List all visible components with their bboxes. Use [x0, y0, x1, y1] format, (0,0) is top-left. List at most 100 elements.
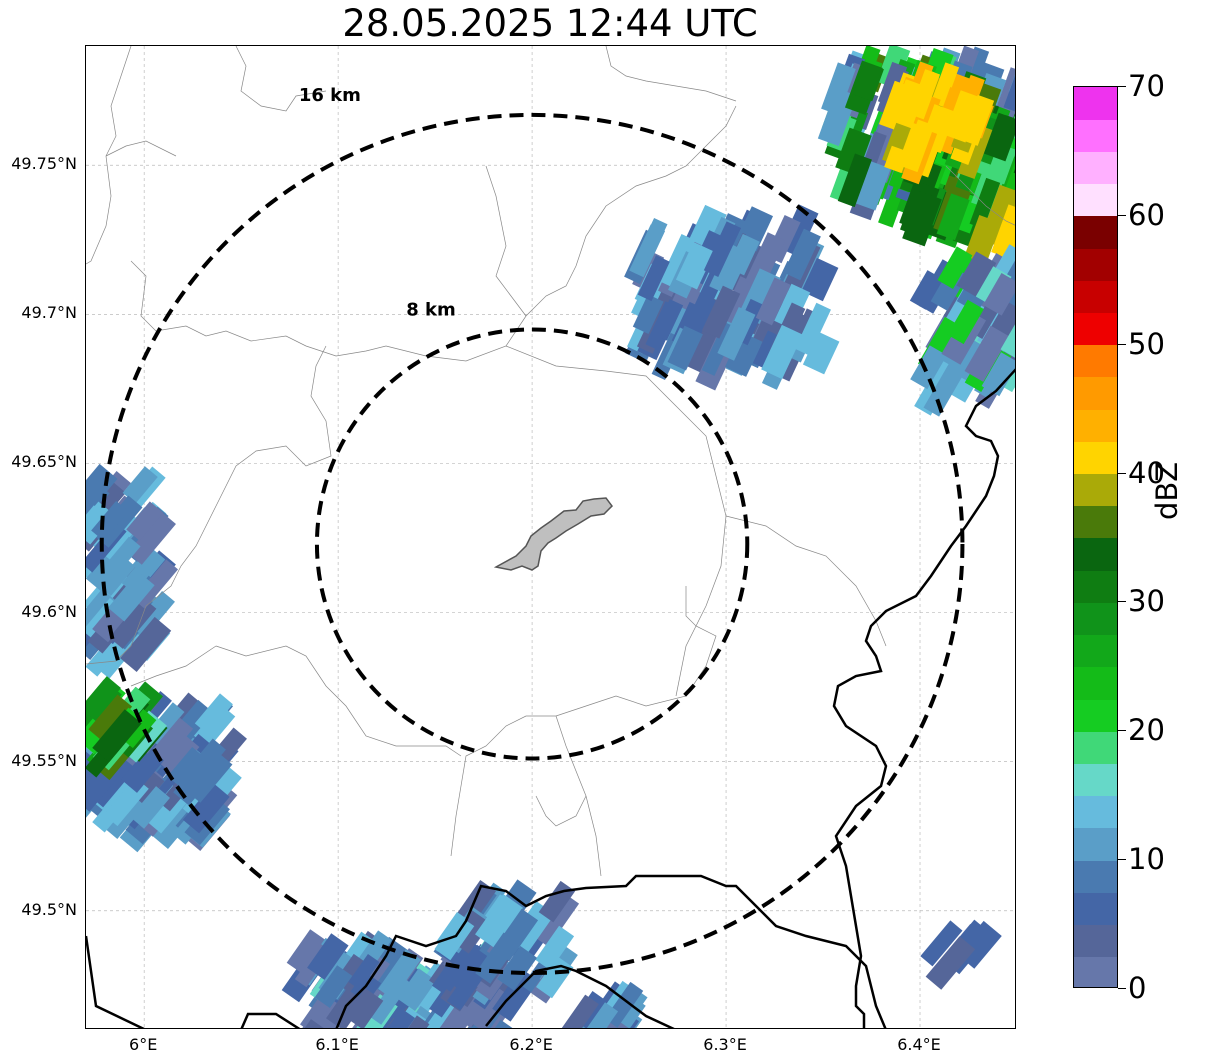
- lon-tick-label: 6°E: [129, 1035, 158, 1054]
- radar-echo-cell: [821, 62, 856, 116]
- radar-echo-cell: [925, 936, 976, 990]
- commune-boundary: [725, 515, 887, 647]
- radar-echo-cell: [88, 694, 133, 742]
- radar-echo-cell: [961, 94, 995, 146]
- radar-echo-cell: [122, 466, 158, 504]
- lat-tick-label: 49.65°N: [11, 452, 77, 472]
- colorbar-segment: [1074, 215, 1117, 249]
- radar-echo-cell: [397, 968, 437, 1012]
- colorbar-segment: [1074, 280, 1117, 313]
- commune-boundary: [585, 795, 602, 877]
- radar-echo-cell: [107, 571, 155, 622]
- colorbar-segment: [1074, 892, 1117, 926]
- colorbar-label: dBZ: [1150, 461, 1184, 520]
- radar-echo-cell: [717, 307, 756, 361]
- colorbar-tick-mark: [1118, 730, 1126, 732]
- radar-echo-cell: [160, 735, 200, 777]
- colorbar-segment: [1074, 956, 1117, 987]
- lon-tick-label: 6.2°E: [509, 1035, 553, 1054]
- radar-echo-cell: [983, 272, 1015, 316]
- commune-boundary: [130, 260, 387, 357]
- radar-echo-cell: [761, 324, 803, 380]
- commune-boundary: [235, 46, 327, 112]
- commune-boundary: [535, 715, 587, 827]
- radar-echo-cell: [902, 191, 942, 247]
- radar-echo-cell: [936, 193, 970, 241]
- radar-echo-cell: [920, 920, 963, 967]
- radar-echo-cell: [121, 751, 161, 793]
- commune-boundary: [215, 645, 462, 757]
- radar-echo-cell: [286, 929, 330, 977]
- radar-echo-cell: [535, 925, 575, 971]
- radar-echo-cell: [981, 352, 1015, 397]
- radar-echo-cell: [745, 232, 786, 289]
- radar-echo-cell: [701, 285, 741, 339]
- colorbar-segment: [1074, 699, 1117, 732]
- colorbar-tick-mark: [1118, 214, 1126, 216]
- radar-echo-cell: [582, 1000, 619, 1028]
- colorbar-tick-mark: [1118, 472, 1126, 474]
- radar-echo-cell: [989, 293, 1015, 341]
- colorbar-tick-mark: [1118, 343, 1126, 345]
- radar-echo-cell: [376, 1008, 415, 1028]
- radar-echo-cell: [120, 616, 172, 672]
- radar-echo-cell: [794, 302, 831, 356]
- range-rings: [99, 112, 965, 976]
- colorbar-tick-mark: [1118, 86, 1126, 87]
- colorbar-segment: [1074, 151, 1117, 185]
- radar-echo-cell: [86, 679, 122, 724]
- radar-echo-cell: [497, 945, 538, 991]
- gridlines: [86, 46, 1015, 1028]
- radar-echo-cell: [103, 536, 141, 577]
- colorbar-tick-label: 20: [1128, 713, 1165, 748]
- radar-echo-cell: [187, 753, 233, 803]
- colorbar-segment: [1074, 538, 1117, 571]
- colorbar-segment: [1074, 924, 1117, 958]
- radar-echo-cell: [801, 257, 839, 302]
- radar-echo-cell: [957, 123, 993, 180]
- radar-echo-cell: [92, 709, 142, 763]
- lat-tick-label: 49.7°N: [21, 303, 77, 323]
- radar-echo-cell: [193, 704, 236, 749]
- colorbar-segment: [1074, 570, 1117, 603]
- radar-echo-cell: [675, 241, 715, 290]
- radar-echo-cell: [969, 177, 1001, 229]
- radar-echo-cell: [475, 932, 519, 984]
- radar-map: 16 km 8 km: [85, 45, 1016, 1029]
- radar-echo-cell: [194, 693, 233, 735]
- radar-echo-cell: [837, 153, 872, 208]
- radar-echo-cell: [126, 501, 164, 541]
- lon-tick-label: 6.1°E: [315, 1035, 359, 1054]
- radar-echo-cell: [653, 299, 684, 341]
- radar-echo-cell: [130, 786, 170, 829]
- radar-echo-cell: [910, 345, 947, 390]
- radar-echo-cell: [909, 270, 944, 310]
- radar-echo-cell: [637, 255, 670, 302]
- colorbar-tick-label: 70: [1128, 69, 1165, 103]
- colorbar-tick-mark: [1118, 988, 1126, 989]
- radar-echo-cell: [475, 893, 523, 949]
- range-ring: [99, 112, 965, 976]
- radar-echo-cell: [638, 218, 668, 259]
- radar-echo-cell: [393, 1015, 430, 1028]
- country-border-south: [86, 874, 887, 1028]
- commune-boundary: [945, 165, 1015, 226]
- radar-echo-cell: [307, 933, 349, 980]
- commune-boundary: [485, 165, 527, 317]
- radar-echo-cell: [1003, 67, 1015, 114]
- colorbar-tick-mark: [1118, 601, 1126, 603]
- radar-echo-cell: [533, 892, 580, 947]
- radar-echo-cell: [667, 325, 703, 371]
- map-title: 28.05.2025 12:44 UTC: [342, 2, 758, 45]
- colorbar-segment: [1074, 409, 1117, 442]
- commune-boundary: [86, 345, 332, 665]
- colorbar-tick-mark: [1118, 859, 1126, 861]
- radar-echo-cell: [947, 299, 984, 345]
- lat-tick-label: 49.75°N: [11, 154, 77, 174]
- radar-echo-cell: [659, 234, 696, 288]
- radar-echo-cell: [684, 327, 719, 373]
- radar-echo-cell: [1000, 315, 1015, 360]
- radar-echo-cell: [86, 589, 117, 633]
- colorbar-segment: [1074, 860, 1117, 893]
- colorbar-segment: [1074, 441, 1117, 475]
